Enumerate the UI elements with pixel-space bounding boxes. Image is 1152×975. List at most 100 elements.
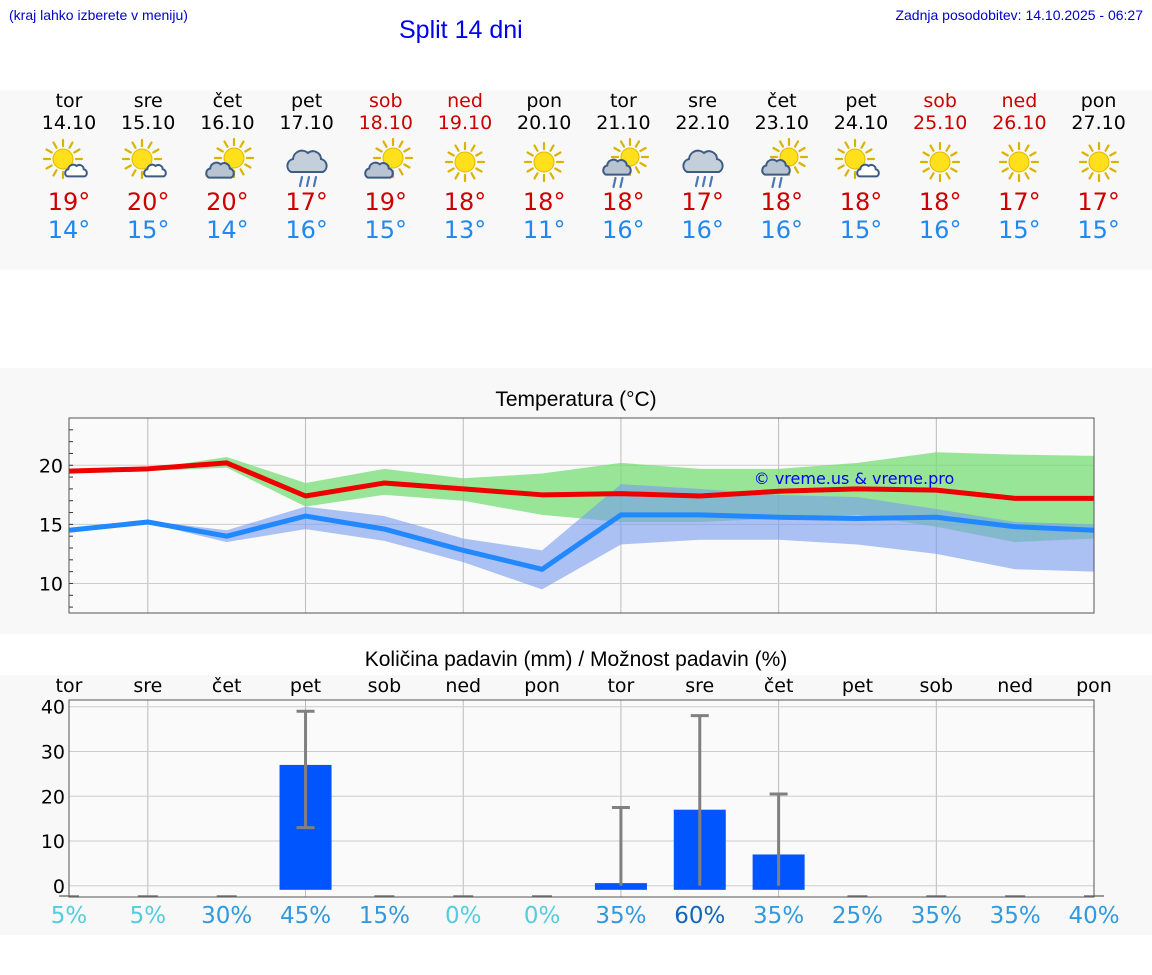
day-date: 14.10 [41,112,97,134]
weather-icon [524,141,565,183]
weather-icon [602,137,650,189]
day-name: tor [609,90,637,112]
sun-ray [526,151,535,157]
day-name: tor [55,90,83,112]
day-date: 27.10 [1071,112,1126,134]
category-label: pon [1076,675,1112,697]
probability-label: 25% [831,903,884,929]
max-temperature: 17° [1077,188,1120,216]
location-hint: (kraj lahko izberete v meniju) [9,7,188,23]
sun-ray [152,148,160,154]
sun-ray [447,167,455,173]
min-temperature: 15° [1077,216,1120,244]
y-tick-label: 30 [41,741,65,763]
probability-label: 35% [989,903,1041,929]
temperature-chart-title: Temperatura (°C) [495,388,657,411]
min-temperature: 15° [126,216,170,244]
sun-ray [1029,167,1037,173]
probability-label: 30% [201,903,253,929]
probability-label: 45% [279,903,332,929]
sun-icon [920,141,961,183]
sun-ray [772,146,780,153]
sun-ray [131,169,137,177]
day-name: ned [447,90,483,112]
sun-disc [382,147,404,169]
forecast-day: pet 24.10 18° 15° [821,90,901,244]
sun-icon [999,141,1040,183]
min-temperature: 16° [918,216,962,244]
sun-icon [1078,141,1119,183]
sun-ray [793,140,799,148]
sun-ray [945,144,951,152]
category-label: sre [685,675,715,697]
probability-label: 60% [674,903,726,929]
sun-disc [454,151,476,173]
max-temperature: 18° [443,188,487,216]
sun-ray [124,148,133,154]
rain-drop [708,175,713,188]
weather-icon [920,141,961,183]
sun-ray [73,148,81,154]
sun-ray [554,151,562,157]
weather-icon [122,138,167,180]
weather-icon [444,141,486,183]
forecast-strip [0,90,1152,270]
sun-ray [533,172,539,180]
min-temperature: 14° [206,216,249,244]
precipitation-bar [594,883,647,890]
sun-ray [239,168,245,176]
category-label: ned [445,675,482,697]
sun-ray [1087,172,1094,180]
sun-ray [216,147,225,153]
sun-ray [798,146,806,153]
sun-ray [124,164,133,170]
cloud-shape [286,149,328,173]
uncertainty-band [69,452,1094,543]
sun-ray [844,141,850,149]
sun-disc [929,151,951,173]
sun-ray [52,141,58,149]
max-temperature: 17° [285,188,328,216]
day-name: pon [1080,90,1117,112]
sun-ray [837,164,845,170]
temperature-chart: 10 15 20 © vreme.us & vreme.pro [39,417,1095,614]
weather-icon [364,137,413,179]
page-title: Split 14 dni [399,16,523,44]
probability-label: 5% [129,903,167,929]
sun-ray [929,172,935,180]
day-date: 24.10 [833,112,889,134]
sun-ray [922,151,931,157]
rain-drop [694,175,699,188]
sun-ray [382,140,388,148]
sun-ray [68,141,74,149]
sun-ray [922,167,931,173]
weather-icon [682,149,724,188]
sun-ray [639,161,648,168]
plot-frame [68,699,1095,898]
y-tick-label: 0 [53,876,65,898]
sun-ray [837,148,845,154]
forecast-day: tor 21.10 18° 16° [583,90,663,244]
sun-ray [950,151,958,157]
sun-ray [223,140,229,148]
spacer [0,270,1152,368]
forecast-day: pon 20.10 18° 11° [504,90,584,244]
sun-ray [860,141,866,149]
sun-ray [45,164,53,170]
day-date: 16.10 [200,112,255,134]
category-label: čet [763,675,794,697]
sun-cloud-icon [122,138,167,180]
watermark: © vreme.us & vreme.pro [754,469,955,488]
sun-ray [865,148,873,154]
weather-icon [286,149,328,188]
sun-ray [398,168,404,176]
sun-ray [402,163,411,169]
sun-ray [526,167,535,173]
max-temperature: 17° [681,188,724,216]
forecast-day: čet 16.10 20° 14° [187,90,267,244]
precipitation-chart-title: Količina padavin (mm) / Možnost padavin … [364,648,788,671]
forecast-day: ned 19.10 18° 13° [425,90,505,244]
sun-disc [844,148,866,170]
day-date: 25.10 [912,112,968,134]
uncertainty-band [69,484,1094,590]
